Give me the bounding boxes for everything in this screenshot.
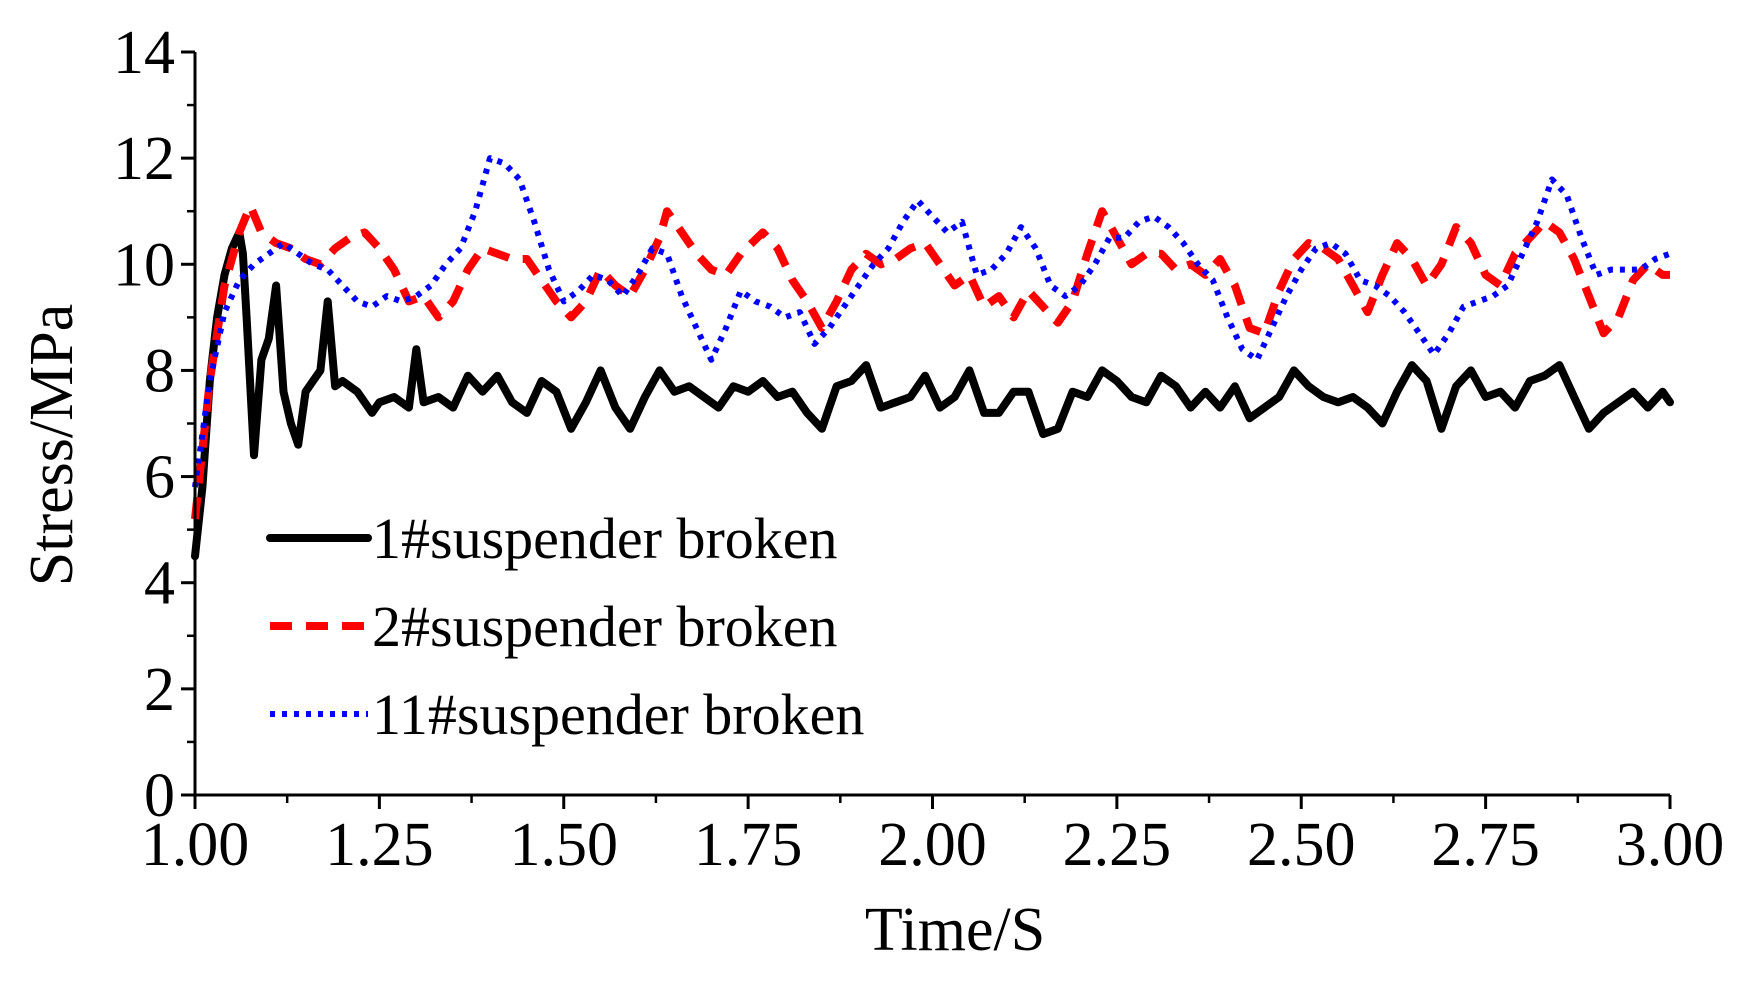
legend-label-2: 2#suspender broken xyxy=(372,594,838,659)
x-tick-label: 3.00 xyxy=(1616,811,1725,879)
y-tick-label: 6 xyxy=(144,444,175,512)
y-tick-label: 10 xyxy=(113,231,175,299)
y-tick-label: 4 xyxy=(144,550,175,618)
x-tick-label: 2.75 xyxy=(1431,811,1540,879)
ticks-layer: 0 2 4 6 8 10 12 14 1.00 1.25 1.50 1.75 2.00 2.25 2.50 2… xyxy=(113,19,1724,879)
legend: 1#suspender broken 2#suspender broken 11#s… xyxy=(266,506,864,747)
y-tick-label: 14 xyxy=(113,19,175,87)
y-tick-label: 2 xyxy=(144,656,175,724)
x-axis-title: Time/S xyxy=(865,896,1045,964)
series-line-2 xyxy=(191,201,1670,520)
x-tick-label: 1.50 xyxy=(510,811,619,879)
y-tick-label: 8 xyxy=(144,337,175,405)
series-line-1 xyxy=(191,228,1674,561)
series-line-3 xyxy=(192,155,1672,488)
legend-label-3: 11#suspender broken xyxy=(372,682,864,747)
y-axis-title: Stress/MPa xyxy=(18,304,86,586)
x-tick-label: 1.75 xyxy=(694,811,803,879)
x-tick-label: 2.00 xyxy=(878,811,987,879)
x-tick-label: 2.25 xyxy=(1063,811,1172,879)
y-tick-label: 0 xyxy=(144,762,175,830)
x-tick-label: 1.25 xyxy=(325,811,434,879)
x-tick-label: 2.50 xyxy=(1247,811,1356,879)
legend-label-1: 1#suspender broken xyxy=(372,506,838,571)
series-layer xyxy=(191,155,1674,561)
y-tick-label: 12 xyxy=(113,125,175,193)
x-tick-label: 1.00 xyxy=(141,811,250,879)
